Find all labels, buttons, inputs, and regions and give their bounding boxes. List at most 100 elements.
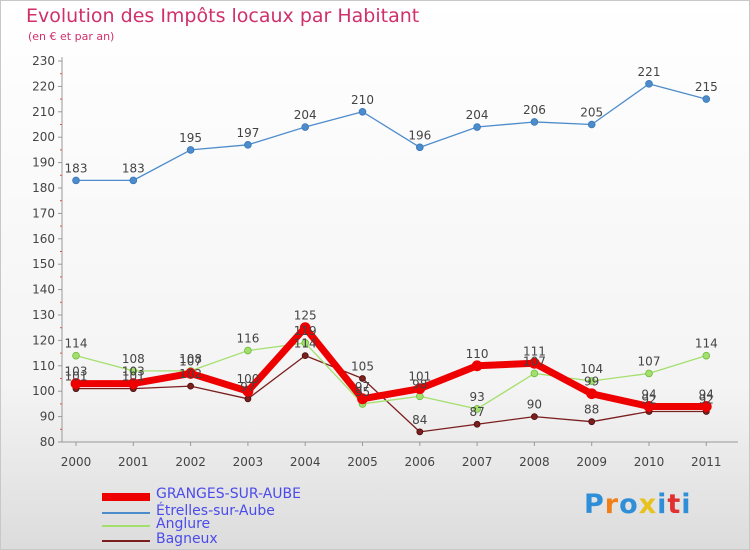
data-point-etrelles: [473, 123, 481, 131]
data-point-bagneux: [473, 420, 481, 428]
data-point-granges: [299, 322, 311, 334]
data-point-bagneux: [531, 413, 538, 421]
data-point-granges: [185, 368, 197, 379]
data-point-etrelles: [244, 141, 252, 149]
data-label-bagneux: 101: [65, 370, 88, 384]
y-tick-label: 230: [32, 54, 55, 68]
data-label-bagneux: 105: [351, 360, 374, 374]
data-point-bagneux: [301, 352, 309, 360]
data-point-etrelles: [72, 176, 80, 185]
data-label-anglure: 98: [412, 377, 427, 391]
data-point-granges: [70, 378, 82, 389]
data-label-etrelles: 204: [294, 108, 317, 122]
data-label-bagneux: 102: [179, 367, 202, 381]
data-label-granges: 107: [179, 354, 202, 368]
data-label-granges: 103: [65, 365, 88, 379]
data-point-bagneux: [588, 418, 596, 426]
y-tick-label: 130: [32, 308, 55, 322]
data-label-anglure: 93: [469, 390, 484, 404]
data-point-etrelles: [301, 123, 310, 131]
x-tick-label: 2006: [405, 455, 436, 469]
x-tick-label: 2000: [61, 455, 92, 469]
data-label-anglure: 108: [122, 352, 145, 366]
data-label-etrelles: 183: [122, 161, 145, 175]
data-label-granges: 100: [236, 372, 259, 386]
data-point-anglure: [244, 346, 252, 355]
chart-subtitle: (en € et par an): [28, 30, 115, 43]
x-tick-label: 2008: [519, 455, 550, 469]
legend-label-bagneux: Bagneux: [156, 531, 218, 547]
data-label-anglure: 119: [294, 324, 317, 338]
data-label-anglure: 108: [179, 352, 202, 366]
series-granges: [70, 322, 712, 412]
y-tick-label: 180: [32, 181, 55, 195]
data-label-etrelles: 215: [695, 80, 718, 94]
y-tick-label: 160: [32, 232, 55, 246]
data-point-anglure: [530, 369, 539, 378]
data-point-etrelles: [645, 80, 653, 88]
data-label-granges: 94: [641, 387, 656, 401]
data-label-granges: 99: [584, 375, 599, 389]
data-label-bagneux: 97: [240, 380, 255, 394]
y-tick-label: 210: [32, 105, 55, 119]
data-label-etrelles: 183: [65, 161, 88, 175]
data-point-bagneux: [244, 395, 252, 403]
data-point-anglure: [587, 377, 596, 385]
legend-label-granges: GRANGES-SUR-AUBE: [156, 486, 302, 502]
x-tick-label: 2004: [290, 455, 321, 469]
data-label-etrelles: 210: [351, 93, 374, 107]
data-point-granges: [357, 393, 368, 405]
proxiti-logo: Proxiti: [584, 489, 692, 520]
data-point-bagneux: [359, 375, 366, 382]
data-label-bagneux: 88: [584, 403, 599, 417]
data-label-etrelles: 204: [466, 108, 489, 122]
y-tick-label: 170: [32, 206, 55, 220]
data-point-anglure: [72, 351, 80, 360]
x-tick-label: 2009: [576, 455, 607, 469]
data-point-granges: [414, 383, 426, 395]
data-label-etrelles: 196: [408, 128, 431, 142]
x-tick-label: 2007: [462, 455, 493, 469]
y-tick-label: 150: [32, 257, 55, 271]
series-line-etrelles: [76, 83, 707, 182]
data-label-bagneux: 92: [699, 393, 714, 407]
data-point-etrelles: [358, 108, 367, 116]
data-point-granges: [700, 401, 712, 412]
data-label-granges: 103: [122, 365, 145, 379]
data-label-etrelles: 195: [179, 131, 202, 145]
data-label-anglure: 107: [523, 354, 546, 368]
y-tick-label: 220: [32, 79, 55, 93]
legend-swatch-anglure: [102, 525, 150, 527]
data-point-granges: [586, 388, 598, 400]
data-point-granges: [529, 357, 540, 369]
data-point-anglure: [301, 339, 310, 347]
data-point-anglure: [129, 367, 138, 375]
data-point-granges: [471, 360, 483, 372]
data-point-anglure: [473, 405, 481, 413]
chart-title: Evolution des Impôts locaux par Habitant: [26, 5, 420, 27]
data-point-granges: [242, 385, 254, 397]
data-point-etrelles: [129, 176, 138, 185]
data-label-granges: 97: [355, 380, 370, 394]
x-tick-label: 2010: [634, 455, 665, 469]
series-line-granges: [76, 324, 707, 410]
data-label-anglure: 107: [638, 354, 661, 368]
data-label-etrelles: 205: [580, 106, 603, 120]
series-etrelles: [72, 80, 711, 185]
data-point-bagneux: [416, 428, 424, 436]
y-tick-label: 120: [32, 333, 55, 347]
data-label-bagneux: 92: [641, 393, 656, 407]
data-point-etrelles: [587, 120, 596, 129]
y-tick-label: 190: [32, 156, 55, 170]
legend-swatch-granges: [102, 493, 150, 501]
data-point-etrelles: [415, 143, 424, 152]
data-label-granges: 101: [408, 370, 431, 384]
y-tick-label: 80: [40, 435, 55, 449]
data-label-anglure: 95: [355, 385, 370, 399]
data-point-etrelles: [530, 118, 539, 126]
data-label-etrelles: 197: [236, 126, 259, 140]
x-tick-label: 2003: [233, 455, 264, 469]
data-label-anglure: 114: [65, 337, 88, 351]
